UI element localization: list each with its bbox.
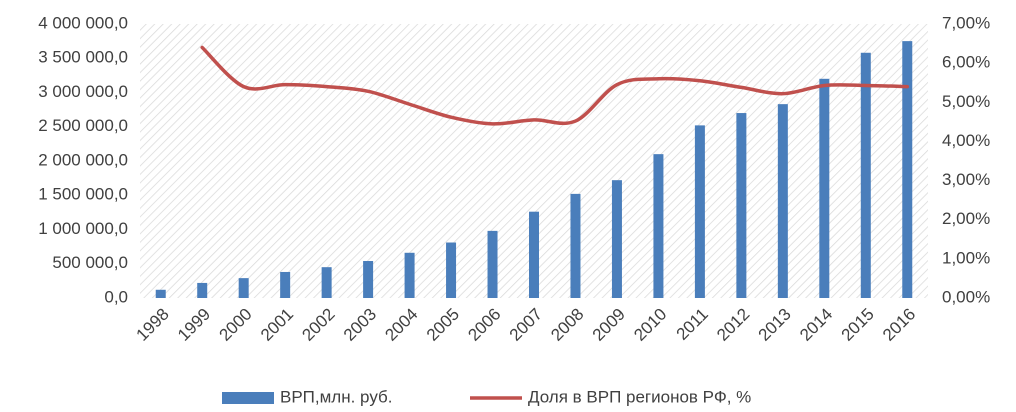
y2-tick-label: 5,00% [942,92,990,111]
bar [653,154,664,298]
line [200,45,910,126]
y-tick-label: 0,0 [104,287,128,306]
x-tick-label: 2005 [423,305,463,345]
x-tick-label: 1999 [174,305,214,345]
bar [363,261,374,298]
y2-tick-label: 4,00% [942,131,990,150]
legend-swatch [222,392,274,404]
bar [404,252,415,298]
bar [280,271,291,298]
bar [819,78,830,298]
x-tick-label: 2000 [216,305,256,345]
bar [694,125,705,298]
bar [529,211,539,298]
x-tick-label: 2009 [589,305,629,345]
bar [321,267,332,298]
y2-tick-label: 0,00% [942,287,990,306]
x-tick-label: 2002 [298,305,338,345]
y-tick-label: 3 000 000,0 [38,82,128,101]
y-tick-label: 3 500 000,0 [38,48,128,67]
bar [155,289,166,298]
x-tick-label: 2010 [630,305,670,345]
y2-tick-label: 7,00% [942,13,990,32]
y-tick-label: 2 000 000,0 [38,150,128,169]
x-tick-label: 2003 [340,305,380,345]
x-tick-label: 2006 [464,305,504,345]
x-tick-label: 2015 [838,305,878,345]
bar [570,193,581,298]
x-tick-label: 2013 [755,305,795,345]
x-tick-label: 1998 [133,305,173,345]
legend-label: Доля в ВРП регионов РФ, % [528,387,751,406]
y-tick-label: 1 000 000,0 [38,219,128,238]
y-tick-label: 1 500 000,0 [38,185,128,204]
y-tick-label: 4 000 000,0 [38,13,128,32]
y-tick-label: 500 000,0 [52,253,128,272]
bar [197,282,208,298]
x-tick-label: 2001 [257,305,297,345]
bar [736,113,747,298]
x-tick-label: 2014 [796,305,836,345]
x-tick-label: 2011 [673,305,712,344]
bar [238,278,249,298]
x-tick-label: 2007 [506,305,546,345]
bar [446,242,457,298]
bar [777,104,788,299]
x-tick-label: 2012 [713,305,753,345]
legend-label: ВРП,млн. руб. [280,387,392,406]
bar [860,52,871,298]
bar [611,180,622,298]
x-tick-label: 2016 [879,305,919,345]
y-tick-label: 2 500 000,0 [38,116,128,135]
y2-tick-label: 2,00% [942,209,990,228]
y2-tick-label: 3,00% [942,170,990,189]
x-tick-label: 2008 [547,305,587,345]
y2-tick-label: 6,00% [942,53,990,72]
x-tick-label: 2004 [381,305,421,345]
bar [487,230,498,298]
bar [902,41,913,298]
y2-tick-label: 1,00% [942,248,990,267]
